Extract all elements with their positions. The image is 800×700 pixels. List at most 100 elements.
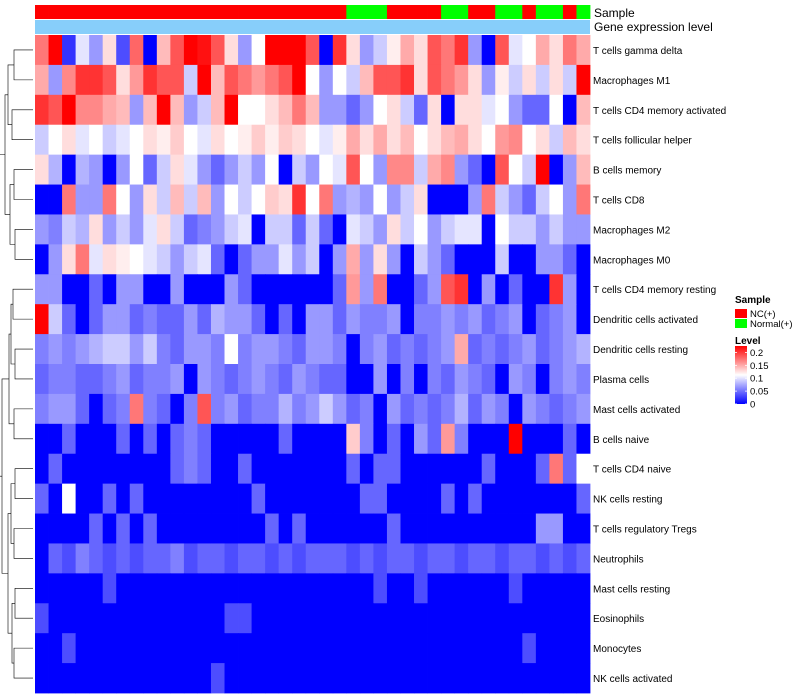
heatmap-cell [522,573,537,604]
heatmap-cell [414,603,428,634]
heatmap-cell [562,663,577,694]
heatmap-cell [143,35,158,66]
heatmap-cell [183,304,198,335]
heatmap-cell [562,244,577,275]
heatmap-cell [562,35,577,66]
heatmap-cell [508,603,523,634]
heatmap-cell [265,94,280,126]
heatmap-cell [197,35,212,66]
heatmap-cell [400,543,415,574]
heatmap-cell [224,154,239,185]
heatmap-cell [400,304,415,335]
heatmap-cell [386,633,401,664]
heatmap-cell [562,633,577,664]
heatmap-cell [210,154,225,185]
heatmap-cell [359,64,374,96]
heatmap-cell [373,214,388,245]
heatmap-cell [400,274,415,305]
row-label: B cells naive [593,435,650,446]
heatmap-cell [210,393,225,425]
heatmap-cell [183,513,198,544]
heatmap-cell [197,124,212,156]
heatmap-cell [386,184,401,215]
heatmap-cell [197,64,212,96]
heatmap-cell [576,94,591,126]
heatmap-cell [238,453,252,485]
heatmap-cell [373,64,388,96]
heatmap-cell [481,154,496,185]
heatmap-cell [75,633,90,664]
heatmap-cell [386,393,401,425]
heatmap-cell [359,94,374,126]
heatmap-cell [170,423,185,455]
heatmap-cell [143,453,158,485]
heatmap-cell [481,274,496,305]
heatmap-cell [400,334,415,365]
heatmap-cell [549,184,564,215]
heatmap-cell [224,214,239,245]
heatmap-cell [156,35,171,66]
heatmap-cell [116,214,131,245]
heatmap-cell [292,334,307,365]
heatmap-cell [359,274,374,305]
heatmap-cell [89,154,104,185]
heatmap-cell [346,453,361,485]
heatmap-cell [562,214,577,245]
heatmap-cell [508,64,523,96]
heatmap-cell [373,154,388,185]
heatmap-cell [535,214,550,245]
heatmap-cell [481,513,496,544]
heatmap-cell [359,573,374,604]
heatmap-cell [183,663,198,694]
heatmap-cell [265,64,280,96]
heatmap-cell [522,483,537,514]
heatmap-cell [535,304,550,335]
heatmap-cell [332,423,347,455]
heatmap-cell [400,633,415,664]
heatmap-cell [143,274,158,305]
heatmap-cell [89,513,104,544]
heatmap-cell [468,663,483,694]
heatmap-cell [224,64,239,96]
heatmap-cell [373,633,388,664]
heatmap-cell [265,154,280,185]
sample-annotation-cell [278,5,293,19]
sample-annotation-cell [508,5,523,19]
heatmap-cell [170,573,185,604]
heatmap-cell [48,453,63,485]
heatmap-cell [481,573,496,604]
heatmap-cell [495,304,510,335]
sample-annotation-cell [576,5,591,19]
heatmap-cell [197,543,212,574]
heatmap-cells [35,35,591,694]
heatmap-cell [238,124,252,156]
sample-annotation-cell [62,5,77,19]
heatmap-cell [75,543,90,574]
heatmap-cell [332,274,347,305]
heatmap-cell [35,184,49,215]
heatmap-cell [75,244,90,275]
heatmap-cell [238,573,252,604]
heatmap-cell [48,633,63,664]
heatmap-cell [508,334,523,365]
heatmap-cell [35,663,49,694]
heatmap-cell [481,244,496,275]
heatmap-cell [156,543,171,574]
heatmap-cell [346,364,361,395]
heatmap-cell [386,364,401,395]
heatmap-cell [143,513,158,544]
heatmap-cell [116,334,131,365]
heatmap-cell [346,304,361,335]
level-tick-label: 0.2 [750,348,763,359]
heatmap-cell [278,214,293,245]
sample-annotation-cell [346,5,361,19]
heatmap-cell [238,154,252,185]
heatmap-cell [292,423,307,455]
sample-annotation-cell [414,5,428,19]
heatmap-cell [129,124,144,156]
heatmap-cell [576,573,591,604]
heatmap-cell [292,184,307,215]
dendrogram-branch [13,408,33,440]
heatmap-cell [576,64,591,96]
heatmap-cell [535,633,550,664]
